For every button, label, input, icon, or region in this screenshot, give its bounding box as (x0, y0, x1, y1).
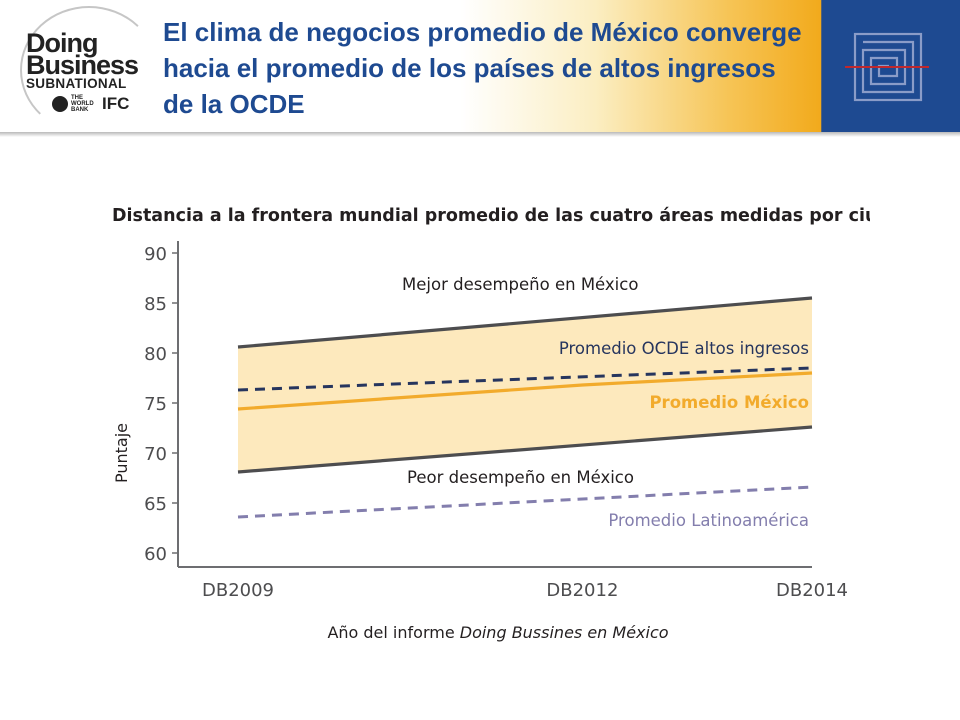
x-tick-label: DB2014 (776, 580, 848, 601)
y-tick-label: 85 (144, 294, 167, 315)
series-latam-line (237, 485, 813, 519)
range-band (238, 298, 812, 472)
maze-icon (845, 32, 929, 102)
header-shadow (0, 132, 960, 137)
series-worst-line (237, 425, 813, 474)
logo-arc (20, 6, 158, 134)
series-label-mexico-avg-line: Promedio México (649, 393, 809, 412)
logo-line-1: Doing (26, 28, 98, 58)
series-label-oecd-line: Promedio OCDE altos ingresos (559, 339, 809, 358)
series-label-worst-line: Peor desempeño en México (407, 468, 634, 487)
y-tick-label: 65 (144, 494, 167, 515)
series-mexico-avg-line (237, 371, 813, 411)
x-axis-title-italic: Doing Bussines en México (460, 623, 669, 642)
y-tick-label: 60 (144, 544, 167, 565)
slide-title: El clima de negocios promedio de México … (163, 17, 802, 119)
series-best-line (237, 296, 813, 349)
series-oecd-line (237, 366, 813, 392)
chart-title: Distancia a la frontera mundial promedio… (112, 206, 870, 226)
world-bank-globe-icon (52, 96, 68, 112)
logo-line-3: SUBNATIONAL (26, 76, 127, 91)
logo-partner-ifc: IFC (102, 94, 130, 113)
x-tick-label: DB2009 (202, 580, 274, 601)
y-tick-label: 75 (144, 394, 167, 415)
y-tick-label: 90 (144, 244, 167, 265)
y-tick-label: 80 (144, 344, 167, 365)
logo-line-2: Business (26, 50, 139, 80)
logo-partner-world-bank: THE WORLD BANK (71, 95, 94, 113)
y-axis-title: Puntaje (112, 423, 131, 483)
y-tick-label: 70 (144, 444, 167, 465)
chart: Distancia a la frontera mundial promedio… (112, 206, 870, 642)
series-label-latam-line: Promedio Latinoamérica (608, 511, 809, 530)
x-axis-title: Año del informe Doing Bussines en México (327, 623, 668, 642)
doing-business-logo: Doing Business SUBNATIONAL THE WORLD BAN… (14, 6, 158, 134)
x-axis-title-plain: Año del informe (327, 623, 459, 642)
x-tick-label: DB2012 (546, 580, 618, 601)
series-label-best-line: Mejor desempeño en México (402, 275, 638, 294)
header-bar (0, 0, 960, 132)
